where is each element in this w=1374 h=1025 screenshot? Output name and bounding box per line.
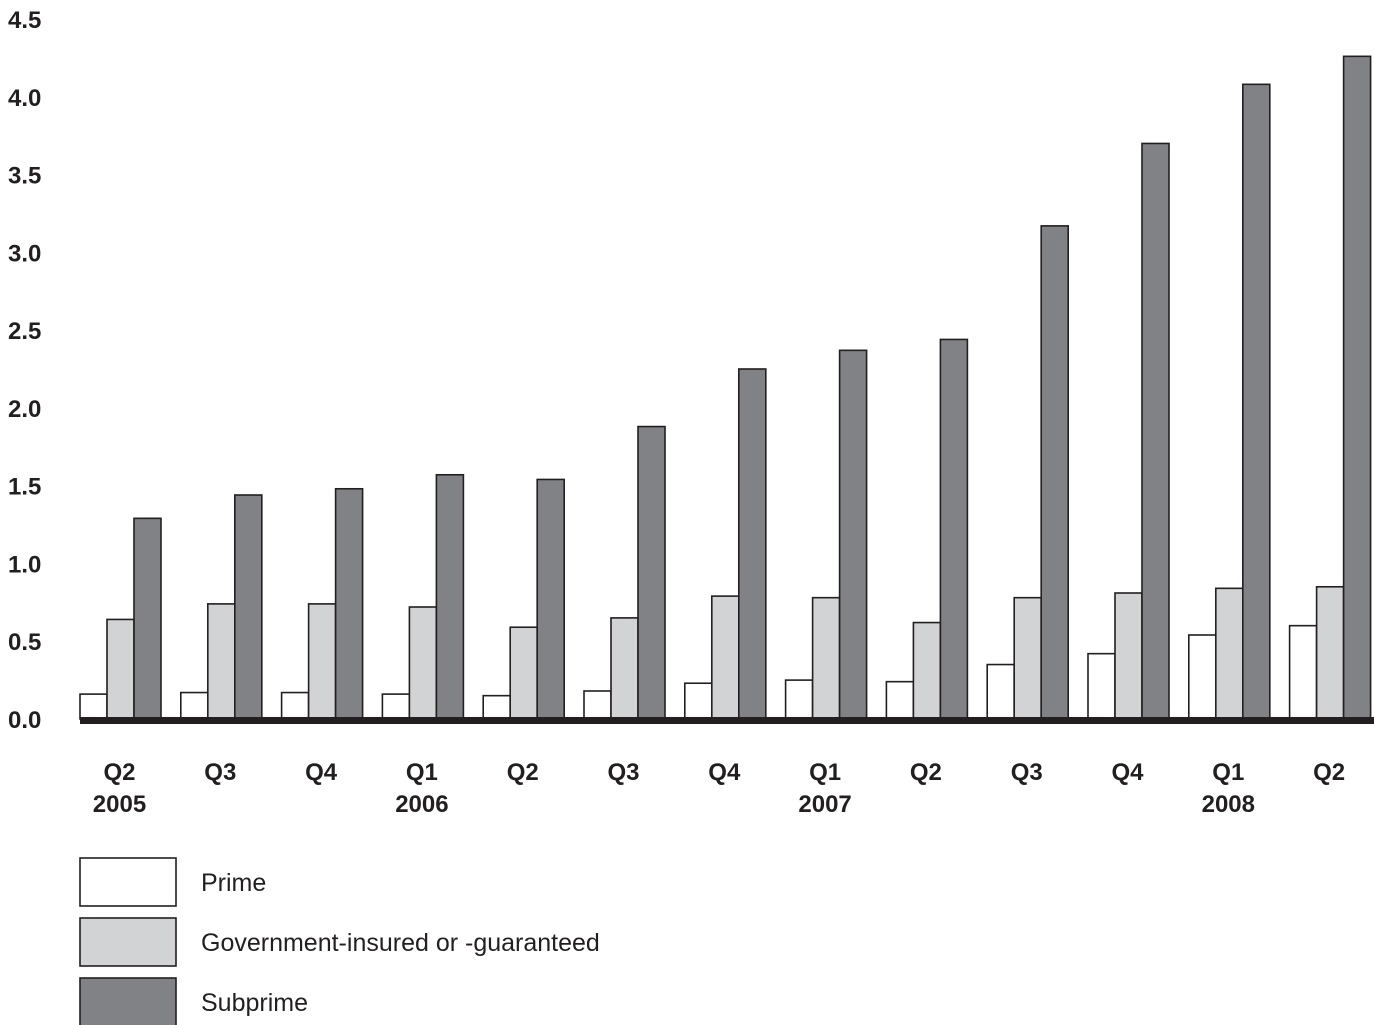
bar-prime	[683, 682, 713, 720]
legend-label: Government-insured or -guaranteed	[201, 929, 600, 957]
bar-government-insured-or-guaranteed	[207, 603, 236, 720]
y-tick-label: 2.0	[8, 396, 41, 423]
bar-subprime	[435, 473, 465, 720]
bar-subprime	[637, 425, 666, 720]
y-tick-label: 3.0	[8, 240, 41, 267]
x-tick-label-quarter: Q2	[507, 759, 539, 786]
x-tick-label-quarter: Q2	[103, 759, 135, 786]
bar-prime	[986, 663, 1016, 720]
y-tick-label: 0.5	[8, 629, 41, 656]
bar-government-insured-or-guaranteed	[509, 626, 539, 720]
legend-label: Subprime	[201, 989, 308, 1017]
bar-prime	[1188, 634, 1217, 720]
x-tick-label-quarter: Q3	[204, 759, 236, 786]
bar-subprime	[1242, 83, 1271, 720]
bar-subprime	[234, 494, 263, 720]
bar-government-insured-or-guaranteed	[1215, 587, 1244, 720]
x-tick-label-quarter: Q3	[1011, 759, 1043, 786]
bar-government-insured-or-guaranteed	[106, 618, 135, 720]
bar-government-insured-or-guaranteed	[1114, 592, 1143, 720]
bar-prime	[583, 690, 612, 720]
bar-government-insured-or-guaranteed	[710, 595, 740, 720]
bar-government-insured-or-guaranteed	[912, 621, 942, 720]
x-axis-ticks: Q2 2005 Q3 Q4 Q1 2006 Q2 Q3 Q4 Q1 2007 Q2 Q3 Q4 Q1 2008…	[93, 759, 1345, 818]
bar-government-insured-or-guaranteed	[610, 617, 639, 720]
x-tick-label-quarter: Q4	[305, 759, 338, 786]
x-tick-label-quarter: Q2	[1313, 759, 1345, 786]
y-tick-label: 1.5	[8, 474, 41, 501]
bar-prime	[885, 680, 915, 720]
y-tick-label: 3.5	[8, 163, 41, 190]
x-tick-label-year: 2008	[1202, 791, 1255, 818]
bar-prime	[180, 691, 209, 720]
bar-subprime	[1141, 142, 1170, 720]
bar-prime	[482, 694, 512, 720]
bar-prime	[784, 679, 814, 720]
y-tick-label: 0.0	[8, 707, 41, 734]
x-tick-label-year: 2005	[93, 791, 146, 818]
legend-swatch	[79, 857, 177, 907]
bar-prime	[1087, 652, 1116, 720]
y-tick-label: 4.5	[8, 7, 41, 34]
x-tick-label-quarter: Q2	[910, 759, 942, 786]
bar-subprime	[536, 478, 566, 720]
legend-swatch	[79, 917, 177, 967]
x-tick-label-quarter: Q1	[1212, 759, 1244, 786]
bar-subprime	[939, 338, 969, 720]
bar-subprime	[737, 368, 767, 720]
bar-subprime	[334, 487, 364, 720]
x-axis-line	[80, 717, 1374, 724]
bar-subprime	[133, 517, 162, 720]
bar-government-insured-or-guaranteed	[811, 596, 841, 720]
bar-prime	[1288, 624, 1318, 720]
bar-government-insured-or-guaranteed	[307, 603, 337, 720]
x-tick-label-quarter: Q4	[708, 759, 741, 786]
x-tick-label-quarter: Q4	[1111, 759, 1144, 786]
bar-subprime	[1342, 55, 1372, 720]
y-tick-label: 1.0	[8, 551, 41, 578]
y-tick-label: 4.0	[8, 85, 41, 112]
bar-prime	[280, 691, 310, 720]
y-tick-label: 2.5	[8, 318, 41, 345]
x-tick-label-quarter: Q1	[809, 759, 841, 786]
legend-label: Prime	[201, 869, 266, 897]
bars	[79, 55, 1372, 720]
x-axis	[80, 717, 1374, 724]
bar-government-insured-or-guaranteed	[1315, 585, 1345, 720]
bar-prime	[79, 693, 108, 720]
x-tick-label-year: 2006	[395, 791, 448, 818]
bar-government-insured-or-guaranteed	[1013, 596, 1043, 720]
bar-subprime	[1040, 225, 1069, 720]
legend-swatch	[79, 977, 177, 1025]
x-tick-label-quarter: Q3	[607, 759, 639, 786]
x-tick-label-year: 2007	[798, 791, 851, 818]
bar-prime	[381, 693, 411, 720]
bar-subprime	[838, 349, 868, 720]
legend: Prime Government-insured or -guaranteed Su…	[79, 857, 600, 1025]
bar-government-insured-or-guaranteed	[408, 606, 438, 720]
x-tick-label-quarter: Q1	[406, 759, 438, 786]
y-axis-ticks: 0.0 0.5 1.0 1.5 2.0 2.5 3.0 3.5 4.0 4.5	[8, 7, 41, 734]
